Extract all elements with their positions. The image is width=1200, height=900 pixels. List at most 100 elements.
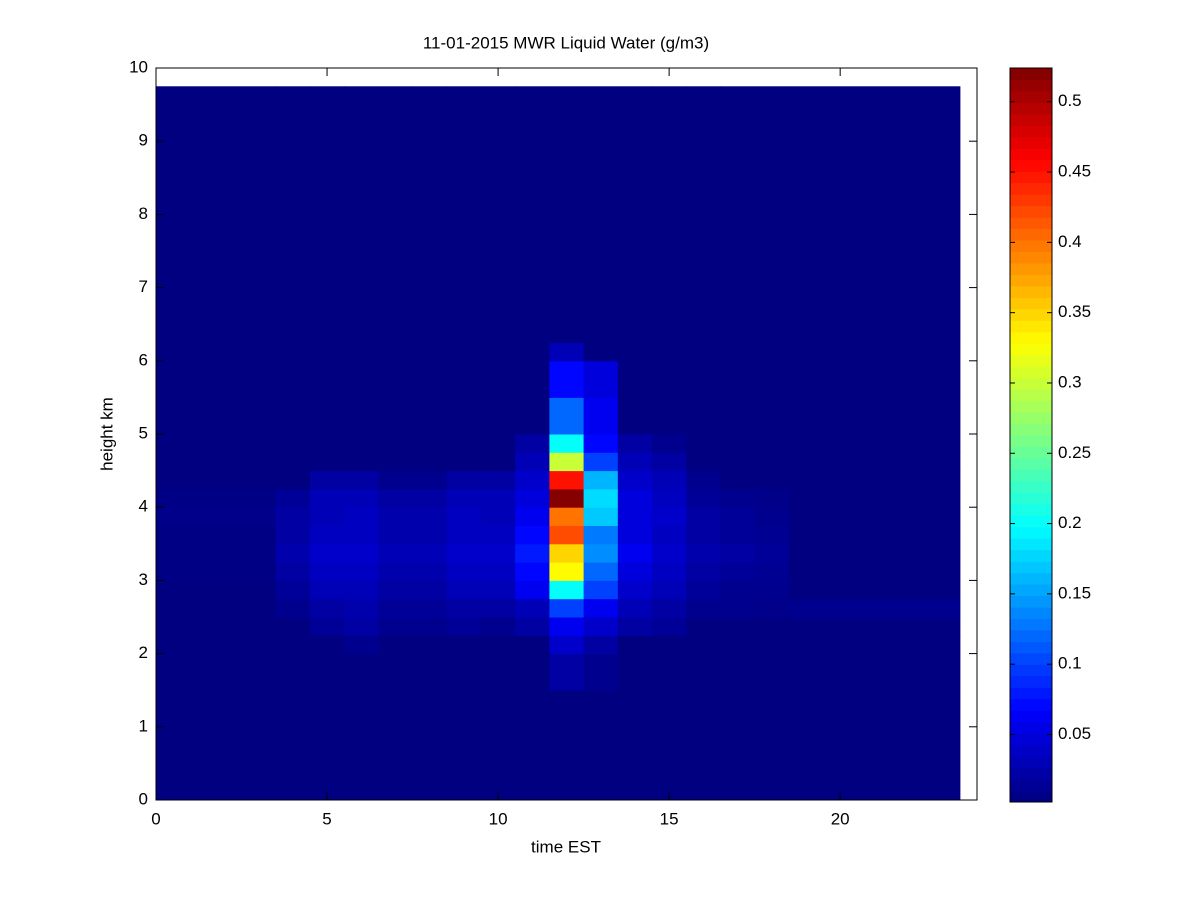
heat-cell [480, 360, 516, 398]
heat-cell [515, 543, 550, 563]
colorbar-swatch [1010, 79, 1052, 92]
chart-title: 11-01-2015 MWR Liquid Water (g/m3) [423, 33, 709, 52]
heat-cell [754, 470, 790, 490]
heat-cell [275, 562, 311, 581]
heat-cell [446, 543, 482, 563]
colorbar-swatch [1010, 446, 1052, 459]
heat-cell [515, 397, 550, 435]
heat-cell [275, 580, 311, 600]
heat-cell [480, 543, 516, 563]
heat-cell [652, 86, 687, 344]
colorbar-swatch [1010, 331, 1052, 344]
colorbar-swatch [1010, 377, 1052, 390]
heat-cell [788, 690, 961, 801]
heat-cell [788, 470, 961, 490]
colorbar-swatch [1010, 687, 1052, 700]
heat-cell [156, 397, 277, 435]
heat-cell [412, 434, 448, 453]
heat-cell [309, 488, 345, 508]
heat-cell [788, 488, 961, 508]
heat-cell [480, 452, 516, 472]
heat-cell [344, 635, 379, 655]
heat-cell [156, 635, 277, 655]
heat-cell [309, 452, 345, 472]
heat-cell [515, 580, 550, 600]
colorbar-swatch [1010, 159, 1052, 172]
heat-cell [652, 360, 687, 398]
heat-cell [275, 434, 311, 453]
heat-cell [754, 86, 790, 344]
heat-cell [515, 360, 550, 398]
heat-cell [156, 470, 277, 490]
heat-cell [720, 342, 756, 362]
heat-cell [549, 580, 585, 600]
heat-cell [788, 507, 961, 526]
heat-cell [275, 452, 311, 472]
heat-cell [754, 635, 790, 655]
heat-cell [344, 598, 379, 618]
heat-cell [344, 434, 379, 453]
heat-cell [309, 525, 345, 545]
colorbar-swatch [1010, 251, 1052, 264]
colorbar-swatch [1010, 423, 1052, 436]
colorbar-swatch [1010, 629, 1052, 642]
heat-cell [446, 690, 482, 801]
heat-cell [720, 360, 756, 398]
heat-cell [309, 543, 345, 563]
colorbar-swatch [1010, 400, 1052, 413]
heat-cell [446, 452, 482, 472]
y-tick-label: 10 [129, 57, 148, 76]
heat-cell [344, 562, 379, 581]
heat-cell [156, 525, 277, 545]
heat-cell [480, 488, 516, 508]
colorbar-tick-label: 0.4 [1058, 232, 1082, 251]
heat-cell [652, 488, 687, 508]
heat-cell [446, 434, 482, 453]
heat-cell [754, 452, 790, 472]
heat-cell [515, 470, 550, 490]
heat-cell [583, 507, 619, 526]
heat-cell [446, 360, 482, 398]
heat-cell [515, 653, 550, 691]
heat-cell [344, 470, 379, 490]
heat-cell [480, 580, 516, 600]
heat-cell [309, 434, 345, 453]
heat-cell [309, 617, 345, 636]
heat-cell [617, 434, 653, 453]
colorbar-swatch [1010, 148, 1052, 161]
heat-cell [652, 507, 687, 526]
heat-cell [378, 525, 414, 545]
heat-cell [412, 342, 448, 362]
heat-cell [156, 86, 277, 344]
heat-cell [275, 397, 311, 435]
heat-cell [309, 598, 345, 618]
heat-cell [309, 635, 345, 655]
colorbar-tick-label: 0.45 [1058, 162, 1091, 181]
heat-cell [515, 525, 550, 545]
heat-cell [686, 653, 721, 691]
heat-cell [446, 86, 482, 344]
heat-cell [549, 598, 585, 618]
heat-cell [156, 342, 277, 362]
heat-cell [275, 543, 311, 563]
heat-cell [412, 690, 448, 801]
heat-cell [583, 397, 619, 435]
heat-cell [754, 598, 790, 618]
heat-cell [583, 525, 619, 545]
heat-cell [275, 653, 311, 691]
heat-cell [412, 507, 448, 526]
heat-cell [583, 562, 619, 581]
heat-cell [652, 452, 687, 472]
heat-cell [378, 617, 414, 636]
heat-cell [412, 543, 448, 563]
heat-cell [378, 434, 414, 453]
heat-cell [480, 470, 516, 490]
heat-cell [720, 562, 756, 581]
heat-cell [617, 653, 653, 691]
x-tick-label: 5 [322, 809, 331, 828]
heat-cell [788, 397, 961, 435]
x-tick-label: 0 [151, 809, 160, 828]
heat-cell [344, 86, 379, 344]
heat-cell [720, 434, 756, 453]
heat-cell [686, 342, 721, 362]
